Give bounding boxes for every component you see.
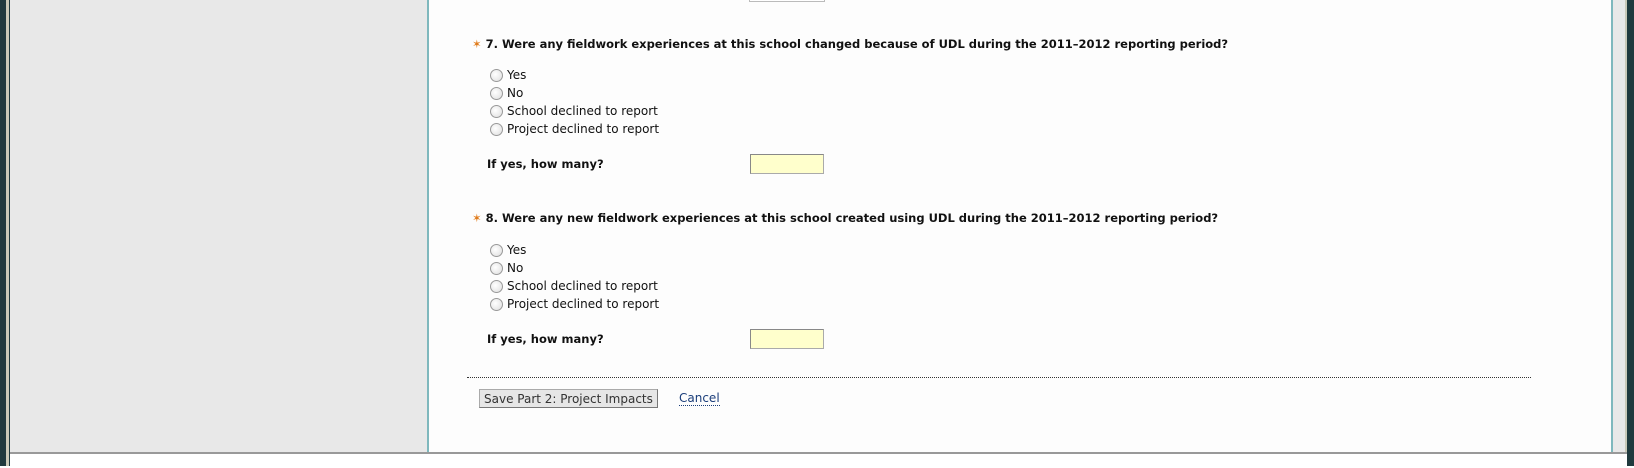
- right-margin: [1613, 0, 1627, 452]
- window-edge-left: [9, 0, 10, 466]
- question-label: 8. Were any new fieldwork experiences at…: [485, 211, 1219, 225]
- option-label: Yes: [507, 68, 527, 82]
- divider: [467, 377, 1531, 378]
- radio-icon[interactable]: [490, 104, 503, 118]
- radio-school-declined[interactable]: School declined to report: [490, 102, 659, 120]
- radio-yes[interactable]: Yes: [490, 66, 659, 84]
- radio-no[interactable]: No: [490, 259, 659, 277]
- footer: [10, 452, 1627, 468]
- sidebar: [10, 0, 427, 452]
- how-many-input-q7[interactable]: [750, 154, 824, 174]
- previous-input-field[interactable]: [749, 0, 825, 2]
- option-label: Project declined to report: [507, 122, 660, 136]
- radio-icon[interactable]: [490, 243, 503, 257]
- question-label: 7. Were any fieldwork experiences at thi…: [485, 37, 1229, 51]
- required-star-icon: ✶: [472, 211, 482, 225]
- question-8-options: Yes No School declined to report Project…: [490, 241, 659, 313]
- radio-no[interactable]: No: [490, 84, 659, 102]
- question-8: ✶ 8. Were any new fieldwork experiences a…: [472, 211, 1218, 225]
- radio-project-declined[interactable]: Project declined to report: [490, 295, 659, 313]
- radio-icon[interactable]: [490, 261, 503, 275]
- radio-icon[interactable]: [490, 297, 503, 311]
- cancel-link[interactable]: Cancel: [679, 391, 720, 406]
- radio-icon[interactable]: [490, 68, 503, 82]
- option-label: School declined to report: [507, 104, 658, 118]
- radio-icon[interactable]: [490, 86, 503, 100]
- question-7: ✶ 7. Were any fieldwork experiences at th…: [472, 37, 1228, 51]
- how-many-label: If yes, how many?: [487, 332, 604, 346]
- how-many-label: If yes, how many?: [487, 157, 604, 171]
- option-label: Project declined to report: [507, 297, 660, 311]
- radio-icon[interactable]: [490, 279, 503, 293]
- how-many-input-q8[interactable]: [750, 329, 824, 349]
- radio-school-declined[interactable]: School declined to report: [490, 277, 659, 295]
- radio-yes[interactable]: Yes: [490, 241, 659, 259]
- window-edge-left: [0, 0, 6, 466]
- form-content: [427, 0, 1613, 452]
- option-label: No: [507, 261, 524, 275]
- question-7-options: Yes No School declined to report Project…: [490, 66, 659, 138]
- save-button[interactable]: Save Part 2: Project Impacts: [479, 389, 658, 408]
- option-label: No: [507, 86, 524, 100]
- required-star-icon: ✶: [472, 37, 482, 51]
- window-edge-right: [1627, 0, 1634, 466]
- option-label: Yes: [507, 243, 527, 257]
- option-label: School declined to report: [507, 279, 658, 293]
- radio-icon[interactable]: [490, 122, 503, 136]
- window-edge-left: [6, 0, 9, 466]
- radio-project-declined[interactable]: Project declined to report: [490, 120, 659, 138]
